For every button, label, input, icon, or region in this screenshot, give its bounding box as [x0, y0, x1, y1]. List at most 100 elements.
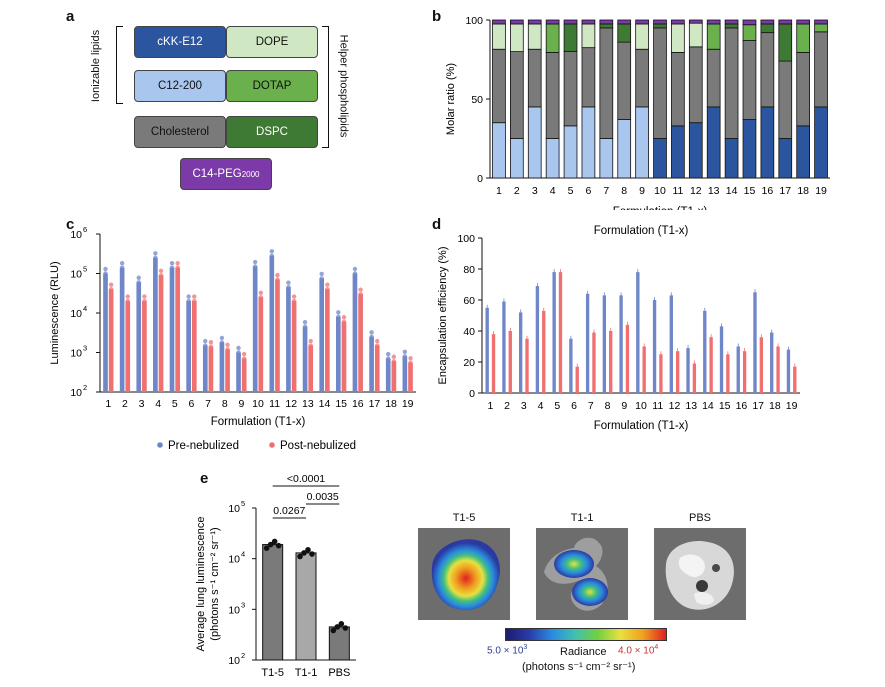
bar-d-0-12 — [686, 348, 690, 393]
x-tick-label-c-8: 9 — [238, 398, 244, 410]
bar-b-6-0 — [492, 19, 506, 25]
bar-b-3-1 — [510, 23, 524, 53]
x-tick-label-b-6: 7 — [603, 185, 609, 197]
bar-b-3-2 — [527, 23, 542, 50]
bar-b-5-13 — [724, 23, 739, 29]
y-tick-exp-e-1: 3 — [241, 600, 245, 609]
lipid-box-dotap: DOTAP — [226, 70, 318, 102]
point-c-0-13-2 — [319, 271, 324, 277]
point-c-0-9-1 — [252, 264, 258, 269]
x-tick-label-c-11: 12 — [285, 398, 297, 410]
bar-b-2-4 — [563, 51, 578, 127]
bar-d-0-6 — [585, 293, 590, 393]
ionizable-lipids-label: Ionizable lipids — [90, 29, 103, 103]
bar-c-0-7 — [219, 342, 225, 392]
lipid-box-dspc-label: DSPC — [256, 126, 288, 138]
bar-b-6-1 — [510, 19, 524, 25]
y-tick-label-c-4: 10 — [70, 229, 82, 241]
bar-d-0-10 — [652, 300, 657, 393]
point-c-1-9-1 — [258, 295, 264, 300]
point-c-0-12-1 — [302, 324, 308, 329]
point-c-0-13-0 — [319, 281, 324, 286]
point-c-1-7-1 — [225, 347, 230, 352]
bar-b-6-3 — [545, 19, 560, 25]
point-c-0-3-2 — [153, 251, 158, 256]
bar-b-2-18 — [814, 31, 828, 108]
point-c-1-3-0 — [158, 278, 164, 283]
bar-b-2-6 — [599, 27, 614, 139]
bar-c-0-10 — [269, 255, 275, 392]
image-title-t15: T1-5 — [452, 512, 476, 524]
bar-c-0-3 — [153, 257, 158, 392]
x-tick-label-b-4: 5 — [568, 185, 574, 197]
helper-bracket — [322, 26, 329, 148]
point-c-0-5-2 — [186, 294, 191, 299]
point-c-0-6-1 — [203, 343, 208, 348]
bar-d-1-4 — [558, 272, 563, 393]
x-tick-label-b-13: 14 — [726, 185, 738, 197]
point-e-0-1 — [267, 541, 274, 548]
x-tick-label-c-12: 13 — [302, 398, 314, 410]
point-c-1-2-2 — [142, 294, 147, 299]
x-tick-label-b-8: 9 — [639, 185, 645, 197]
y-tick-label-e-3: 10 — [228, 503, 240, 515]
x-tick-label-d-15: 16 — [736, 400, 748, 412]
point-e-2-2 — [338, 621, 345, 627]
bar-b-3-0 — [492, 23, 506, 50]
lipid-box-chol-label: Cholesterol — [150, 126, 210, 138]
point-c-1-4-2 — [175, 261, 180, 266]
y-axis-label2-e: (photons s⁻¹ cm⁻² sr⁻¹) — [209, 527, 221, 640]
bar-c-0-12 — [302, 326, 308, 392]
bar-b-3-11 — [688, 22, 703, 48]
bar-c-1-5 — [191, 301, 197, 392]
bar-b-0-14 — [742, 119, 757, 179]
point-c-0-5-0 — [186, 303, 191, 309]
top-title-d: Formulation (T1-x) — [594, 225, 689, 237]
bar-b-2-5 — [581, 47, 596, 108]
y-tick-exp-c-4: 6 — [83, 225, 87, 234]
point-c-1-7-2 — [225, 342, 230, 348]
bar-b-2-1 — [510, 51, 524, 139]
y-tick-label-b-2: 100 — [465, 15, 483, 27]
bar-d-1-5 — [575, 366, 579, 393]
bar-c-0-16 — [369, 336, 374, 392]
bar-d-1-13 — [709, 337, 713, 393]
lipid-box-dspc: DSPC — [226, 116, 318, 148]
bar-b-4-18 — [814, 23, 828, 33]
bar-b-4-12 — [706, 23, 721, 50]
x-tick-label-d-1: 2 — [504, 400, 510, 412]
bar-c-1-10 — [275, 279, 280, 392]
y-axis-label-b: Molar ratio (%) — [445, 63, 457, 135]
bar-b-1-6 — [599, 138, 614, 179]
point-c-1-3-1 — [158, 273, 164, 278]
point-c-1-13-2 — [325, 282, 330, 287]
bar-b-6-7 — [617, 19, 632, 25]
point-c-0-14-0 — [336, 319, 341, 324]
panel-letter-d: d — [432, 216, 442, 233]
bar-b-5-16 — [778, 23, 793, 62]
sig-label-e-0: <0.0001 — [287, 473, 325, 485]
point-c-0-4-0 — [169, 270, 175, 275]
chart-d-encapsulation: 0 20 40 60 80 100 Encapsulation efficiency (%)… — [437, 225, 800, 432]
point-c-1-17-2 — [391, 354, 397, 359]
y-axis-label-e: Average lung luminescence — [195, 517, 207, 652]
bar-c-1-12 — [308, 345, 314, 392]
x-tick-label-c-15: 16 — [352, 398, 364, 410]
point-c-1-10-2 — [275, 272, 280, 278]
point-c-0-1-1 — [119, 265, 125, 270]
point-c-0-9-2 — [252, 259, 258, 265]
legend-marker-pre — [157, 442, 163, 448]
bar-d-1-14 — [726, 354, 730, 393]
y-tick-label-b-0: 0 — [477, 173, 483, 185]
bar-b-2-0 — [492, 48, 506, 124]
point-c-1-8-2 — [241, 351, 247, 357]
bar-d-0-13 — [703, 310, 707, 393]
point-c-0-15-1 — [352, 271, 358, 276]
x-tick-label-b-11: 12 — [690, 185, 702, 197]
y-tick-exp-c-2: 4 — [83, 304, 87, 313]
y-tick-label-e-1: 10 — [228, 604, 240, 616]
lung-image-t11 — [536, 528, 628, 620]
x-tick-label-b-7: 8 — [621, 185, 627, 197]
